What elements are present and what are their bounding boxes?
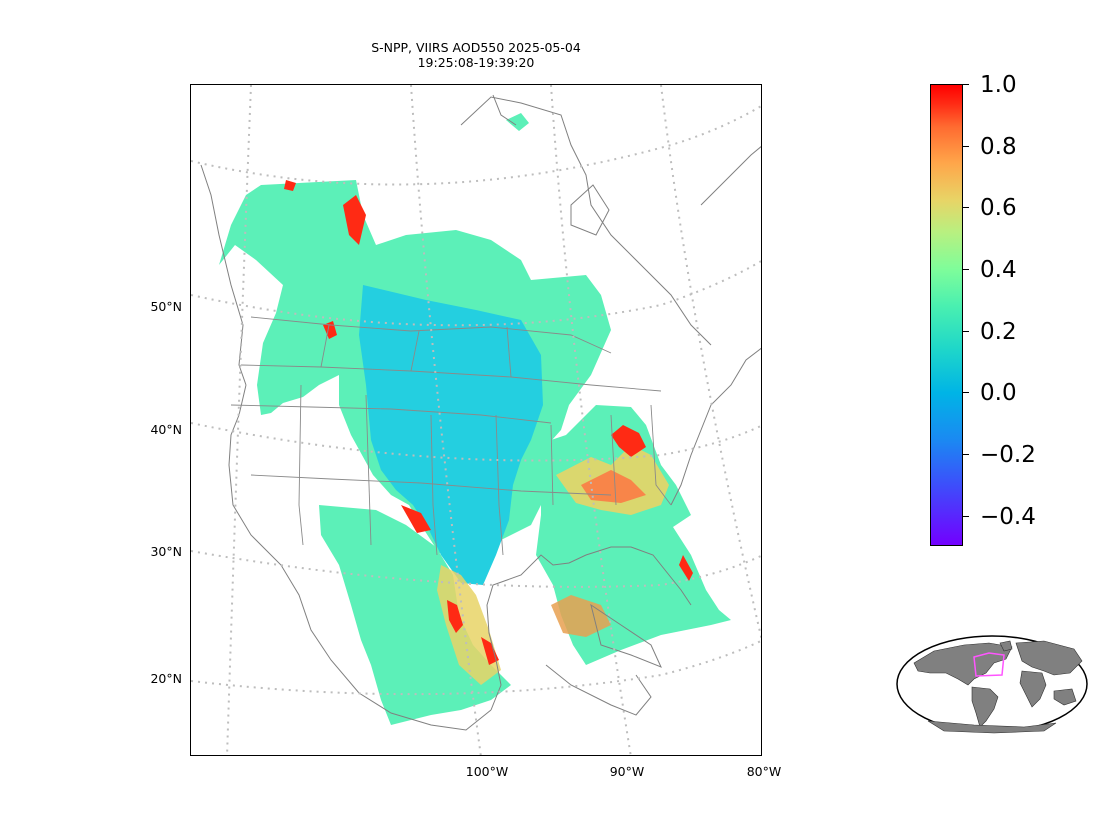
hotspot — [611, 425, 646, 457]
aod-swath-mexico — [319, 505, 511, 725]
lat-label-50n: 50°N — [150, 299, 182, 314]
lon-label-100w: 100°W — [465, 764, 509, 779]
lon-label-80w: 80°W — [746, 764, 782, 779]
lon-label-90w: 90°W — [609, 764, 645, 779]
aod-swath-central — [359, 285, 543, 585]
colorbar-tick — [963, 207, 969, 209]
colorbar-tick — [963, 146, 969, 148]
colorbar-label: 0.8 — [980, 134, 1017, 160]
title-line-1: S-NPP, VIIRS AOD550 2025-05-04 — [371, 40, 581, 55]
state-borders — [230, 316, 672, 556]
hotspot — [437, 565, 501, 685]
colorbar-label: 1.0 — [980, 72, 1017, 98]
colorbar-label: 0.2 — [980, 319, 1017, 345]
colorbar-tick — [963, 269, 969, 271]
colorbar-tick — [963, 392, 969, 394]
colorbar-tick — [963, 331, 969, 333]
hotspot — [679, 555, 693, 581]
colorbar-tick — [963, 84, 969, 86]
world-overview-map — [896, 635, 1088, 734]
main-map — [190, 84, 762, 756]
colorbar-label: 0.4 — [980, 257, 1017, 283]
world-overview-inset — [894, 633, 1090, 735]
graticule — [191, 85, 761, 755]
colorbar — [930, 84, 963, 546]
colorbar-label: −0.2 — [980, 442, 1036, 468]
aod-swath-north-tip — [506, 113, 529, 131]
lat-label-30n: 30°N — [150, 544, 182, 559]
colorbar-label: 0.0 — [980, 380, 1017, 406]
map-canvas — [191, 85, 761, 755]
inset-highlight-box — [973, 652, 1005, 677]
coastlines — [200, 94, 761, 731]
hotspot — [284, 180, 366, 245]
colorbar-label: −0.4 — [980, 504, 1036, 530]
colorbar-label: 0.6 — [980, 195, 1017, 221]
lat-label-40n: 40°N — [150, 422, 182, 437]
colorbar-tick — [963, 516, 969, 518]
map-title: S-NPP, VIIRS AOD550 2025-05-04 19:25:08-… — [190, 40, 762, 70]
hotspot — [447, 600, 499, 665]
aod-hotspots — [284, 180, 693, 685]
colorbar-tick — [963, 454, 969, 456]
title-line-2: 19:25:08-19:39:20 — [417, 55, 535, 70]
lat-label-20n: 20°N — [150, 671, 182, 686]
